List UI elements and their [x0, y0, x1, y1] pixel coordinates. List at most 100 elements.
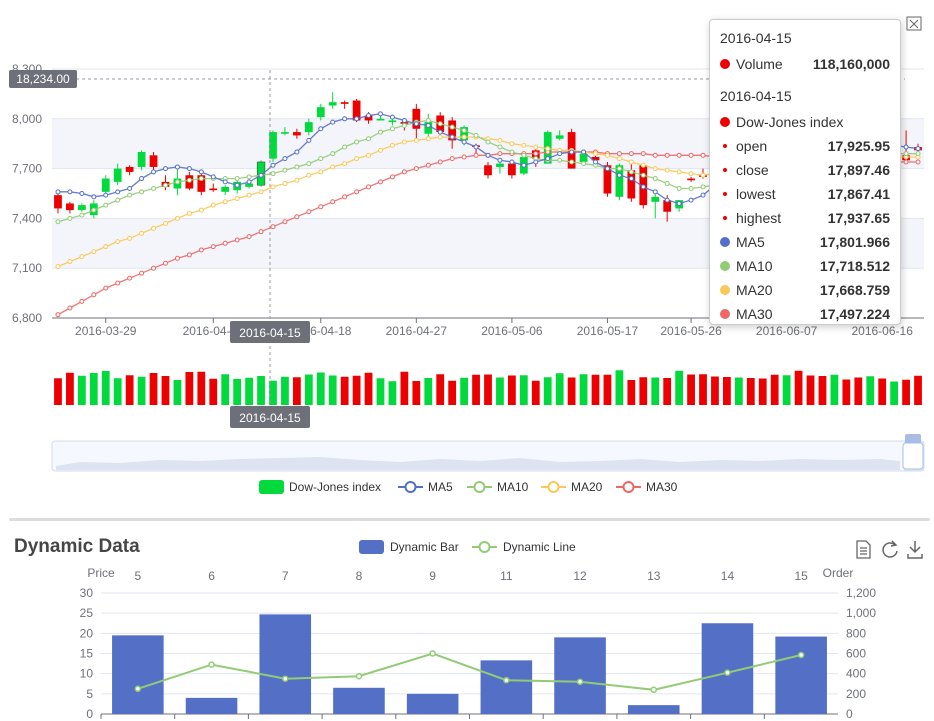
ma30-point: [676, 152, 682, 158]
volume-bar: [866, 376, 875, 405]
ma5-point: [103, 192, 109, 198]
ma5-point: [616, 172, 622, 178]
candle-body: [376, 118, 385, 121]
ma20-point: [55, 264, 61, 270]
data-zoom-slider[interactable]: [51, 434, 925, 472]
candle-body: [687, 178, 695, 181]
ma5-point: [366, 112, 372, 118]
volume-bar: [316, 372, 325, 405]
ma10-point: [342, 144, 348, 150]
bullet-icon: [723, 144, 727, 148]
candle-body: [591, 156, 600, 161]
legend-label: Dynamic Line: [503, 540, 576, 554]
ma20-point: [640, 162, 646, 168]
volume-bar: [591, 374, 600, 405]
volume-bar: [304, 374, 313, 405]
candle-body: [651, 196, 660, 202]
legend-circle-icon: [473, 481, 486, 493]
restore-icon[interactable]: [906, 16, 922, 31]
y-pointer-label-box: [9, 70, 77, 88]
refresh-icon[interactable]: [882, 540, 898, 558]
dynamic-chart-title: Dynamic Data: [14, 536, 140, 557]
tooltip-row-lowest: lowest 17,867.41: [720, 182, 890, 206]
ma5-point: [389, 114, 395, 120]
zoom-handle-top[interactable]: [905, 434, 921, 444]
ma5-point: [461, 139, 467, 145]
legend-item-dow-jones[interactable]: Dow-Jones index: [259, 480, 381, 494]
dynamic-line-point: [576, 678, 584, 685]
volume-bar: [579, 374, 588, 405]
legend-candle-icon: [259, 480, 284, 494]
category-label: 14: [721, 569, 735, 583]
ma20-point: [533, 144, 539, 150]
ma5-point: [557, 151, 563, 157]
legend-item-dynamic-line[interactable]: Dynamic Line: [472, 540, 576, 554]
ma5-point: [509, 159, 515, 165]
ma10-point: [449, 124, 455, 130]
legend-item-ma5[interactable]: MA5: [398, 480, 453, 494]
candle-body: [245, 183, 253, 187]
ma5-point: [664, 197, 670, 203]
tooltip-value: 118,160,000: [812, 56, 890, 72]
ma20-point: [91, 249, 97, 255]
legend-item-ma10[interactable]: MA10: [467, 480, 529, 494]
ma20-point: [151, 225, 157, 231]
ma5-point: [354, 116, 360, 122]
ma10-point: [377, 129, 383, 135]
legend-item-ma30[interactable]: MA30: [616, 480, 678, 494]
tooltip-label: MA30: [736, 306, 773, 322]
series-dot-icon: [720, 117, 730, 127]
zoom-preview: [56, 457, 900, 470]
dynamic-bar: [259, 614, 312, 714]
ma10-point: [509, 149, 515, 155]
legend-circle-icon: [478, 541, 491, 553]
download-icon[interactable]: [907, 541, 923, 559]
section-divider: [9, 518, 930, 521]
tooltip-value: 17,801.966: [819, 234, 890, 250]
ma5-point: [139, 176, 145, 182]
ma30-point: [640, 151, 646, 157]
ma20-point: [401, 139, 407, 145]
ma30-point: [377, 179, 383, 185]
candle-body: [627, 170, 636, 199]
legend-bar-icon: [359, 540, 384, 554]
legend-item-dynamic-bar[interactable]: Dynamic Bar: [359, 540, 459, 554]
dynamic-data-chart: 0 5 10 15 20 25 30 0 200 400 600 800 1,000 1,200 5 6 7…: [80, 540, 923, 721]
ma30-point: [294, 214, 300, 220]
ma10-point: [915, 151, 921, 157]
ma20-point: [437, 134, 443, 140]
ma10-point: [55, 219, 61, 225]
tooltip-value: 17,668.759: [819, 282, 890, 298]
volume-bar: [460, 377, 468, 405]
ma10-point: [67, 215, 73, 221]
volume-bar: [806, 375, 815, 405]
order-tick-label: 1,000: [846, 606, 876, 620]
order-axis: 0 200 400 600 800 1,000 1,200: [846, 586, 876, 721]
ma30-point: [425, 162, 431, 168]
ma5-point: [676, 200, 682, 206]
candle-body: [292, 132, 301, 136]
tooltip-row-series: Dow-Jones index: [720, 110, 890, 134]
volume-bar: [257, 376, 265, 405]
x-tick-label: 2016-03-29: [75, 324, 137, 338]
category-label: 5: [135, 569, 142, 583]
legend-item-ma20[interactable]: MA20: [541, 480, 603, 494]
ma30-point: [55, 312, 61, 318]
candle-body: [101, 178, 110, 192]
y-tick-label: 7,100: [12, 261, 42, 275]
ma30-point: [330, 199, 336, 205]
ma30-point: [127, 275, 133, 281]
ma30-point: [616, 151, 622, 157]
data-view-icon[interactable]: [856, 540, 871, 559]
ma10-point: [569, 159, 575, 165]
candle-body: [125, 166, 134, 172]
ma10-point: [366, 136, 372, 142]
ma20-point: [246, 192, 252, 198]
dynamic-bar: [627, 705, 680, 714]
close-cross-icon: [909, 19, 919, 29]
ma10-point: [903, 151, 909, 157]
ma10-point: [425, 117, 431, 123]
zoom-handle[interactable]: [902, 442, 924, 470]
ma5-point: [700, 192, 706, 198]
ma30-point: [115, 280, 121, 286]
